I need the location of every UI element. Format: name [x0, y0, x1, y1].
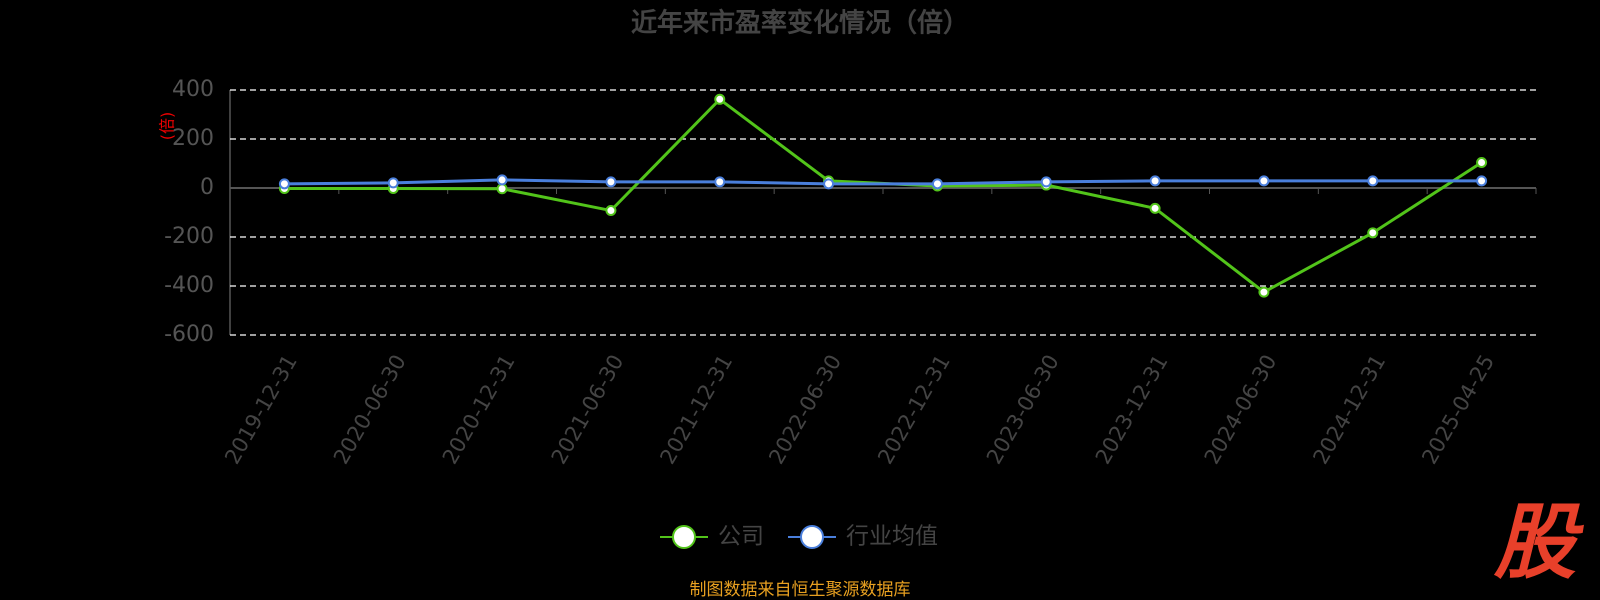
point	[1258, 286, 1270, 298]
y-tick-label: 400	[172, 77, 214, 102]
y-tick-label: -200	[164, 224, 214, 249]
point	[714, 93, 726, 105]
x-tick-label: 2022-06-30	[764, 351, 846, 469]
y-axis-label: (倍)	[158, 112, 177, 141]
x-tick-label: 2020-12-31	[438, 351, 520, 469]
point	[605, 205, 617, 217]
legend-label: 行业均值	[846, 524, 938, 550]
point	[823, 178, 835, 190]
point	[1367, 227, 1379, 239]
chart-title: 近年来市盈率变化情况（倍）	[631, 8, 969, 39]
y-tick-label: -400	[164, 273, 214, 298]
x-tick-label: 2024-06-30	[1200, 351, 1282, 469]
y-tick-label: 200	[172, 126, 214, 151]
legend-marker	[672, 525, 696, 549]
point	[931, 178, 943, 190]
series-line	[284, 97, 1483, 294]
point	[1476, 157, 1488, 169]
point	[278, 178, 290, 190]
x-tick-label: 2021-06-30	[547, 351, 629, 469]
point	[1149, 175, 1161, 187]
point	[1258, 175, 1270, 187]
point	[496, 174, 508, 186]
point	[387, 177, 399, 189]
y-tick-label: 0	[200, 175, 214, 200]
point	[605, 176, 617, 188]
legend-label: 公司	[718, 524, 764, 550]
point	[1149, 202, 1161, 214]
point	[714, 176, 726, 188]
x-tick-label: 2021-12-31	[655, 351, 737, 469]
x-tick-label: 2025-04-25	[1417, 351, 1499, 469]
x-tick-label: 2023-12-31	[1091, 351, 1173, 469]
x-tick-label: 2023-06-30	[982, 351, 1064, 469]
point	[496, 183, 508, 195]
x-tick-label: 2020-06-30	[329, 351, 411, 469]
x-tick-label: 2022-12-31	[873, 351, 955, 469]
point	[1476, 175, 1488, 187]
point	[1367, 175, 1379, 187]
series-line	[284, 178, 1482, 186]
y-tick-label: -600	[164, 322, 214, 347]
x-tick-label: 2019-12-31	[220, 351, 302, 469]
source-note: 制图数据来自恒生聚源数据库	[690, 580, 911, 600]
watermark: 股	[1493, 495, 1584, 590]
point	[1040, 176, 1052, 188]
x-tick-label: 2024-12-31	[1308, 351, 1390, 469]
legend-marker	[800, 525, 824, 549]
